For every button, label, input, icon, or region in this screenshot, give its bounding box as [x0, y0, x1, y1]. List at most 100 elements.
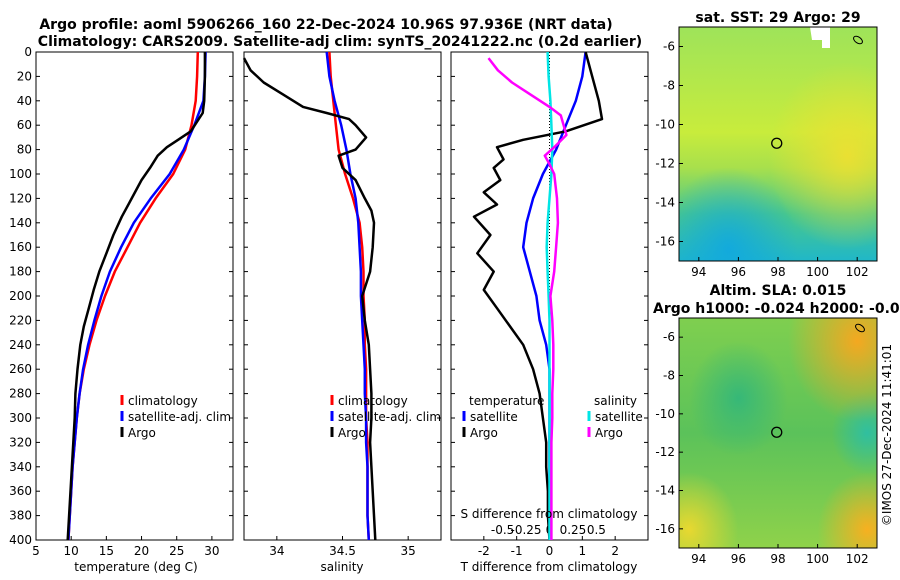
s-tick-label: -0.5 [491, 523, 514, 537]
map-x-tick-label: 100 [806, 265, 829, 279]
map-x-tick-label: 94 [691, 265, 706, 279]
y-tick-label: 60 [17, 118, 32, 132]
legend-s-argo: Argo [595, 426, 623, 440]
series-t-satellite [521, 51, 587, 540]
s-difference-xlabel: S difference from climatology [461, 507, 638, 521]
map-x-tick-label: 100 [806, 552, 829, 566]
series-s-satellite [545, 51, 554, 540]
map-x-tick-label: 96 [731, 552, 746, 566]
legend-satellite-adj: satellite-adj. clim [338, 410, 441, 424]
sst-map-title: sat. SST: 29 Argo: 29 [695, 10, 860, 26]
series-argo [242, 57, 377, 541]
argo-position-marker [771, 137, 783, 149]
y-tick-label: 80 [17, 143, 32, 157]
map-y-tick-label: -14 [655, 196, 675, 210]
y-tick-label: 360 [9, 484, 32, 498]
sla-map-subtitle: Argo h1000: -0.024 h2000: -0.024 [653, 301, 900, 317]
map-y-tick-label: -14 [655, 484, 675, 498]
y-tick-label: 180 [9, 265, 32, 279]
map-y-tick-label: -10 [655, 407, 675, 421]
sst-contour [853, 35, 863, 45]
temperature-xlabel: temperature (deg C) [74, 560, 197, 574]
map-y-tick-label: -10 [655, 118, 675, 132]
y-tick-label: 140 [9, 216, 32, 230]
map-x-tick-label: 98 [770, 265, 785, 279]
title-line2: Climatology: CARS2009. Satellite-adj cli… [38, 34, 642, 50]
salinity-legend: climatology satellite-adj. clim Argo [330, 394, 441, 440]
sla-map-title: Altim. SLA: 0.015 [710, 283, 847, 299]
y-tick-label: 340 [9, 460, 32, 474]
x-tick-label: 5 [32, 544, 40, 558]
map-x-tick-label: 102 [846, 265, 869, 279]
sst-map-field [679, 27, 877, 261]
y-tick-label: 320 [9, 435, 32, 449]
x-tick-label: 20 [134, 544, 149, 558]
legend-argo: Argo [128, 426, 156, 440]
y-tick-label: 100 [9, 167, 32, 181]
y-tick-label: 160 [9, 240, 32, 254]
x-tick-label: -2 [478, 544, 490, 558]
x-tick-label: 2 [611, 544, 619, 558]
temperature-axes [35, 51, 234, 541]
legend-s-satellite: satellite [595, 410, 643, 424]
sla-map-axes: 94 96 98 100 102 -6 -8 -10 -12 -14 -16 [655, 330, 868, 566]
map-x-tick-label: 94 [691, 552, 706, 566]
series-t-argo [472, 51, 604, 541]
sla-map-field [679, 318, 877, 548]
x-tick-label: 34.5 [329, 544, 356, 558]
y-tick-label: 120 [9, 191, 32, 205]
difference-legend: temperature satellite Argo salinity sate… [462, 394, 643, 440]
map-x-tick-label: 96 [731, 265, 746, 279]
series-argo [66, 52, 207, 541]
x-tick-label: 1 [579, 544, 587, 558]
salinity-axes [243, 51, 442, 541]
legend-temperature-title: temperature [469, 394, 544, 408]
sla-contour [855, 323, 865, 333]
legend-argo: Argo [338, 426, 366, 440]
legend-satellite-adj: satellite-adj. clim [128, 410, 231, 424]
sst-map-axes: 94 96 98 100 102 -6 -8 -10 -12 -14 -16 [655, 40, 868, 280]
title-line1: Argo profile: aoml 5906266_160 22-Dec-20… [39, 17, 612, 33]
y-tick-label: 220 [9, 313, 32, 327]
x-tick-label: 15 [99, 544, 114, 558]
salinity-xlabel: salinity [320, 560, 363, 574]
y-tick-label: 380 [9, 509, 32, 523]
s-tick-label: 0.25 [560, 523, 587, 537]
difference-panel: -2 -1 0 1 2-0.5-0.25 0 0.25 0.5 [451, 51, 648, 558]
map-y-tick-label: -8 [663, 79, 675, 93]
map-y-tick-label: -12 [655, 157, 675, 171]
temperature-legend: climatology satellite-adj. clim Argo [120, 394, 231, 440]
y-tick-label: 400 [9, 533, 32, 547]
t-difference-xlabel: T difference from climatology [460, 560, 638, 574]
y-tick-label: 300 [9, 411, 32, 425]
legend-salinity-title: salinity [594, 394, 637, 408]
y-tick-label: 240 [9, 338, 32, 352]
legend-climatology: climatology [128, 394, 198, 408]
y-tick-label: 200 [9, 289, 32, 303]
x-tick-label: 25 [169, 544, 184, 558]
map-x-tick-label: 98 [770, 552, 785, 566]
salinity-panel: 34 34.5 35 [242, 51, 441, 558]
temperature-panel: 5 10 15 20 25 300 20 40 60 80 100 120 140 160 180 200 22… [9, 45, 233, 558]
x-tick-label: 34 [269, 544, 284, 558]
x-tick-label: 0 [546, 544, 554, 558]
copyright-stamp: ©IMOS 27-Dec-2024 11:41:01 [880, 344, 894, 526]
map-y-tick-label: -16 [655, 235, 675, 249]
series-s-argo [487, 57, 568, 540]
y-tick-label: 260 [9, 362, 32, 376]
legend-t-satellite: satellite [470, 410, 518, 424]
map-y-tick-label: -6 [663, 40, 675, 54]
series-satellite-adj-clim [67, 51, 207, 541]
x-tick-label: 35 [401, 544, 416, 558]
legend-t-argo: Argo [470, 426, 498, 440]
map-y-tick-label: -16 [655, 522, 675, 536]
series-satellite-adj-clim [325, 51, 371, 541]
s-tick-label: 0.5 [587, 523, 606, 537]
y-tick-label: 40 [17, 94, 32, 108]
y-tick-label: 20 [17, 69, 32, 83]
map-x-tick-label: 102 [846, 552, 869, 566]
x-tick-label: 10 [64, 544, 79, 558]
s-tick-label: -0.25 [511, 523, 542, 537]
map-y-tick-label: -8 [663, 369, 675, 383]
